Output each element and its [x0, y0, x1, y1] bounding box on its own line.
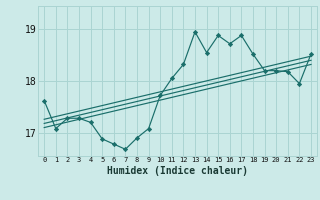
X-axis label: Humidex (Indice chaleur): Humidex (Indice chaleur) [107, 166, 248, 176]
